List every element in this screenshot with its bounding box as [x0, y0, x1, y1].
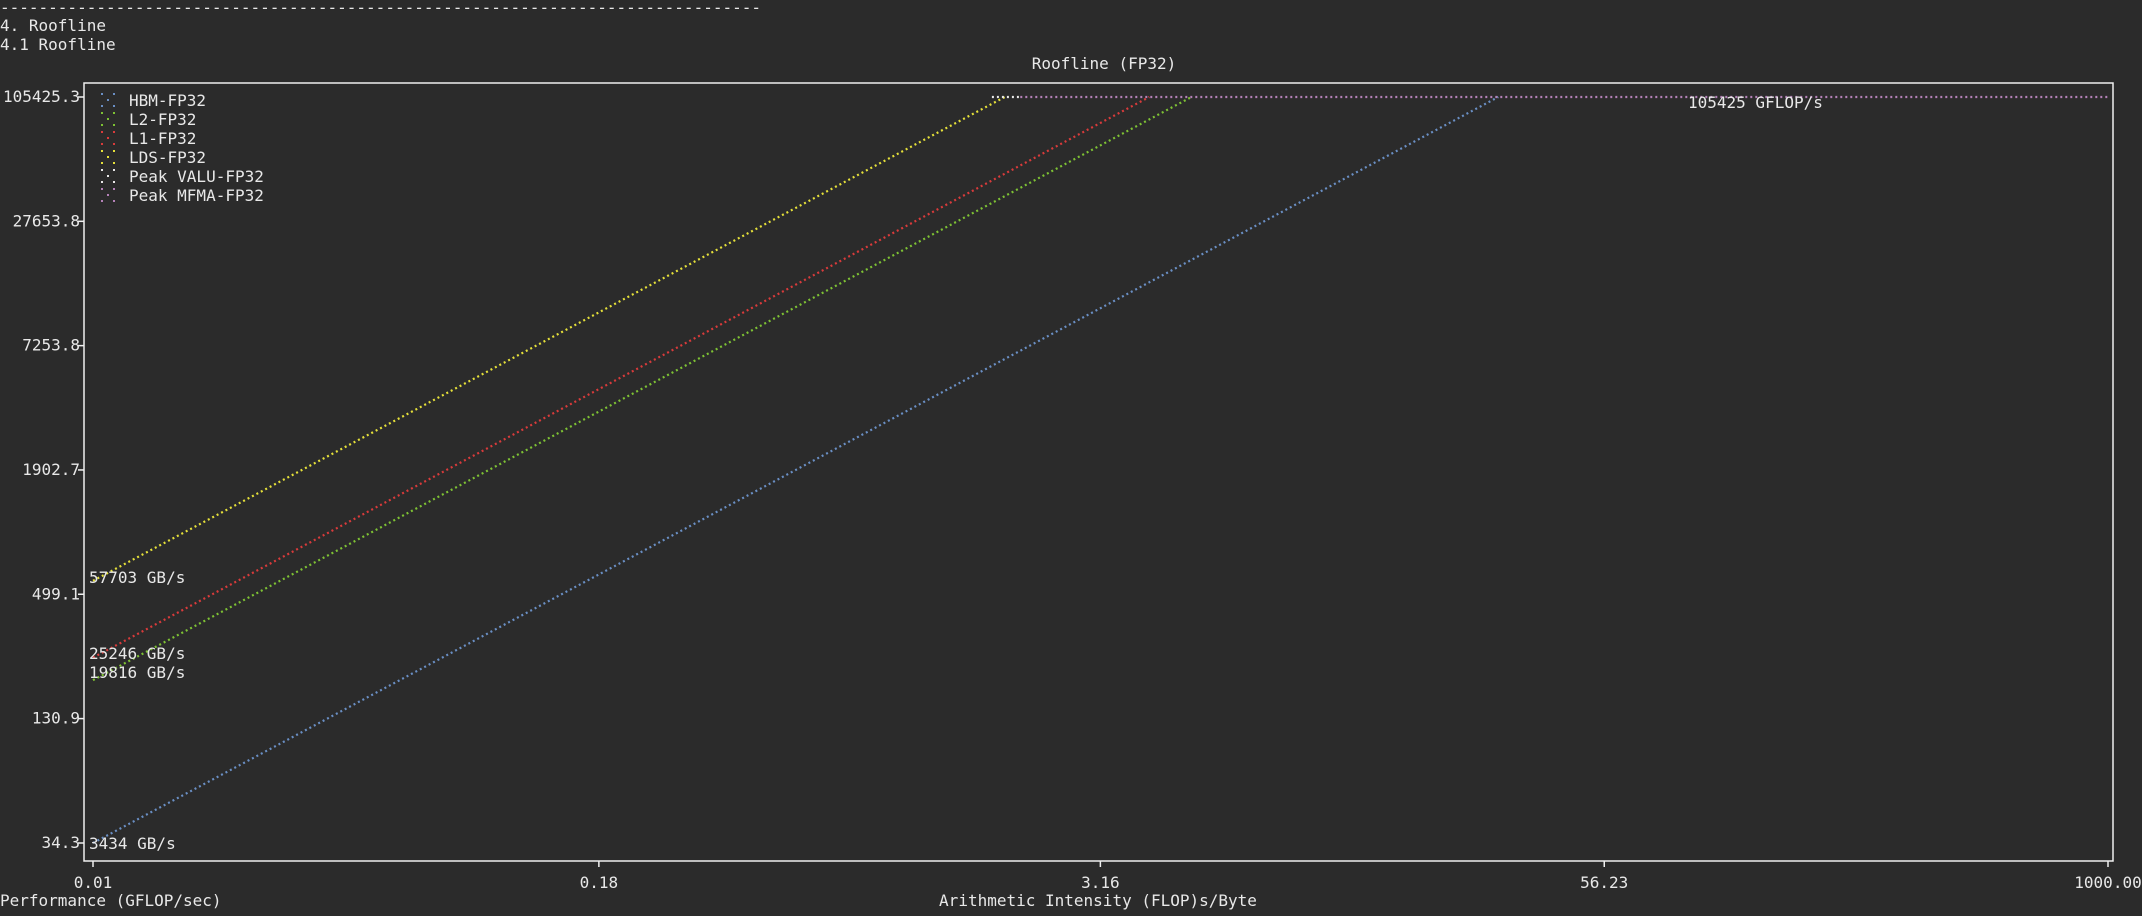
- x-tick-label: 0.18: [580, 873, 619, 892]
- series-line-l2-fp32: [92, 96, 1193, 682]
- legend-item: HBM-FP32: [101, 91, 206, 110]
- legend-swatch-dot: [113, 105, 115, 107]
- legend-swatch-dot: [101, 169, 103, 171]
- legend-swatch-dot: [101, 124, 103, 126]
- legend-label: HBM-FP32: [129, 91, 206, 110]
- legend-item: LDS-FP32: [101, 148, 206, 167]
- x-tick-label: 56.23: [1580, 873, 1628, 892]
- legend-label: LDS-FP32: [129, 148, 206, 167]
- legend-swatch-dot: [113, 169, 115, 171]
- legend-swatch-dot: [101, 150, 103, 152]
- legend-swatch-dot: [101, 188, 103, 190]
- series-layer: [92, 95, 2108, 844]
- legend-swatch-dot: [101, 105, 103, 107]
- series-line-lds-fp32: [92, 96, 1006, 582]
- x-axis-label: Arithmetic Intensity (FLOP)s/Byte: [939, 891, 1257, 910]
- legend-swatch-dot: [113, 93, 115, 95]
- annotation-label: 105425 GFLOP/s: [1688, 93, 1823, 112]
- legend-swatch-dot: [113, 162, 115, 164]
- legend-label: Peak MFMA-FP32: [129, 186, 264, 205]
- y-tick-label: 1902.7: [22, 460, 80, 479]
- y-tick-label: 130.9: [32, 709, 80, 728]
- legend-swatch-dot: [113, 181, 115, 183]
- legend-swatch-dot: [113, 124, 115, 126]
- legend-swatch-dot: [101, 200, 103, 202]
- annotation-label: 57703 GB/s: [89, 568, 185, 587]
- legend-label: Peak VALU-FP32: [129, 167, 264, 186]
- x-tick-label: 0.01: [74, 873, 113, 892]
- legend-label: L2-FP32: [129, 110, 196, 129]
- legend-swatch-dot: [107, 118, 109, 120]
- axis-layer: 105425.3 27653.8 7253.8 1902.7 499.1 130.9 34.…: [3, 87, 2142, 892]
- y-tick-label: 7253.8: [22, 336, 80, 355]
- subsection-heading: 4.1 Roofline: [0, 35, 116, 54]
- x-tick-label: 3.16: [1081, 873, 1120, 892]
- terminal-divider: ----------------------------------------…: [0, 0, 761, 17]
- y-tick-label: 499.1: [32, 584, 80, 603]
- legend-swatch-dot: [107, 99, 109, 101]
- legend-swatch-dot: [101, 162, 103, 164]
- y-tick-label: 105425.3: [3, 87, 80, 106]
- legend-swatch-dot: [101, 181, 103, 183]
- chart-title: Roofline (FP32): [1032, 54, 1177, 73]
- x-tick-label: 1000.00: [2074, 873, 2141, 892]
- legend-item: L1-FP32: [101, 129, 196, 148]
- y-tick-label: 34.3: [41, 833, 80, 852]
- legend-swatch-dot: [107, 194, 109, 196]
- section-heading: 4. Roofline: [0, 16, 106, 35]
- y-axis-label: Performance (GFLOP/sec): [0, 891, 222, 910]
- annotation-label: 3434 GB/s: [89, 834, 176, 853]
- legend-item: Peak VALU-FP32: [101, 167, 264, 186]
- annotation-label: 25246 GB/s: [89, 644, 185, 663]
- legend-swatch-dot: [107, 175, 109, 177]
- legend-item: Peak MFMA-FP32: [101, 186, 264, 205]
- legend-swatch-dot: [113, 112, 115, 114]
- legend-swatch-dot: [101, 131, 103, 133]
- legend-label: L1-FP32: [129, 129, 196, 148]
- legend-swatch-dot: [101, 112, 103, 114]
- plot-frame: [83, 82, 2114, 862]
- series-line-hbm-fp32: [92, 96, 1499, 844]
- legend-swatch-dot: [107, 156, 109, 158]
- legend-swatch-dot: [101, 143, 103, 145]
- y-tick-label: 27653.8: [13, 211, 80, 230]
- legend-swatch-dot: [101, 93, 103, 95]
- legend-swatch-dot: [113, 188, 115, 190]
- legend-swatch-dot: [113, 200, 115, 202]
- legend-swatch-dot: [113, 131, 115, 133]
- legend-swatch-dot: [113, 150, 115, 152]
- annotation-label: 19816 GB/s: [89, 663, 185, 682]
- legend-swatch-dot: [113, 143, 115, 145]
- series-line-l1-fp32: [92, 96, 1150, 659]
- legend-swatch-dot: [107, 137, 109, 139]
- legend-item: L2-FP32: [101, 110, 196, 129]
